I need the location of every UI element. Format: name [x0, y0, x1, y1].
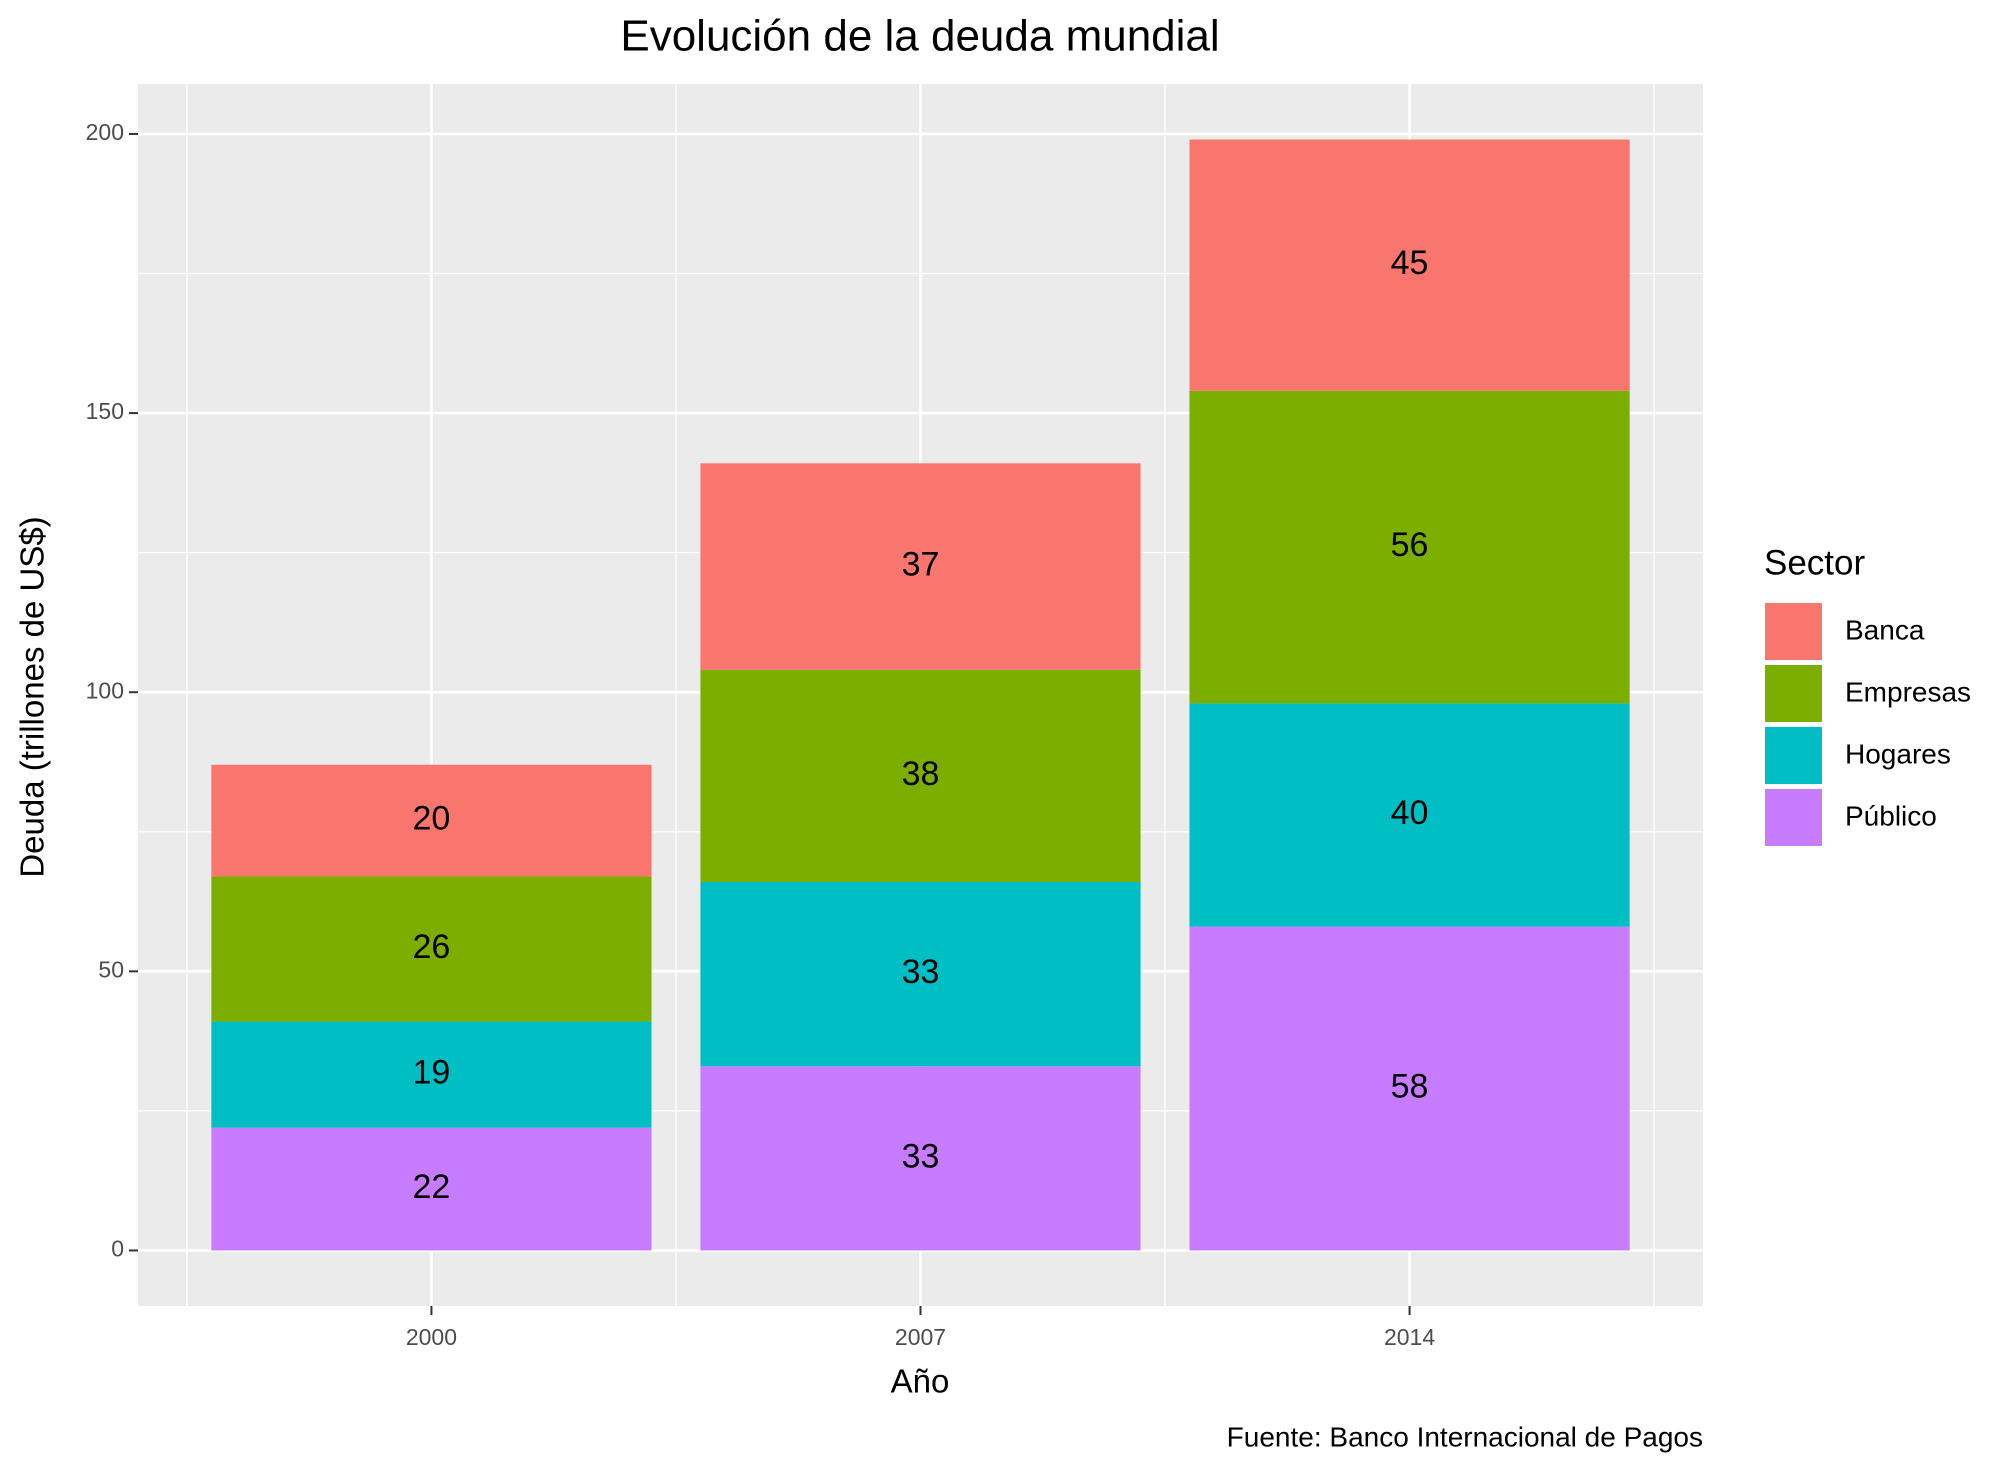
chart-title: Evolución de la deuda mundial — [620, 12, 1219, 61]
bars: 22 19 26 20 33 33 38 37 58 40 56 45 — [211, 139, 1630, 1251]
bar-segment — [700, 1066, 1141, 1251]
data-label: 40 — [1391, 794, 1429, 832]
legend: Banca Empresas Hogares Público — [1765, 603, 1971, 846]
data-label: 19 — [413, 1054, 451, 1092]
bar-segment — [700, 882, 1141, 1067]
legend-key — [1765, 789, 1822, 846]
data-label: 45 — [1391, 244, 1429, 282]
bar-segment — [211, 876, 652, 1022]
bar-segment — [700, 669, 1141, 883]
y-axis-title: Deuda (trillones de US$) — [14, 516, 51, 877]
y-tick-label: 200 — [86, 119, 124, 145]
data-label: 58 — [1391, 1068, 1429, 1106]
y-tick-label: 100 — [86, 677, 124, 703]
legend-key — [1765, 727, 1822, 784]
bar-segment — [211, 1021, 652, 1128]
axes: 0 50 100 150 200 2000 2007 2014 — [86, 119, 1436, 1350]
bar-segment — [211, 764, 652, 877]
legend-label: Público — [1845, 800, 1937, 831]
legend-key — [1765, 603, 1822, 660]
data-label: 56 — [1391, 526, 1429, 564]
legend-label: Banca — [1845, 614, 1925, 645]
bar-segment — [1189, 139, 1630, 391]
x-tick-label: 2014 — [1384, 1324, 1435, 1350]
bar-segment — [1189, 926, 1630, 1251]
x-tick-label: 2007 — [895, 1324, 946, 1350]
bar-segment — [700, 463, 1141, 670]
data-label: 33 — [902, 953, 940, 991]
y-tick-label: 50 — [98, 956, 124, 982]
data-label: 37 — [902, 546, 940, 584]
data-label: 20 — [413, 800, 451, 838]
data-label: 26 — [413, 928, 451, 966]
data-label: 22 — [413, 1168, 451, 1206]
legend-label: Hogares — [1845, 738, 1951, 769]
y-tick-label: 150 — [86, 398, 124, 424]
bar-segment — [1189, 703, 1630, 927]
x-axis-title: Año — [891, 1363, 950, 1400]
legend-title: Sector — [1764, 543, 1865, 582]
data-label: 38 — [902, 755, 940, 793]
bar-segment — [211, 1127, 652, 1251]
bar-segment — [1189, 390, 1630, 704]
x-tick-label: 2000 — [406, 1324, 457, 1350]
caption: Fuente: Banco Internacional de Pagos — [1227, 1421, 1703, 1452]
y-tick-label: 0 — [111, 1236, 124, 1262]
legend-label: Empresas — [1845, 676, 1971, 707]
legend-key — [1765, 665, 1822, 722]
data-label: 33 — [902, 1137, 940, 1175]
